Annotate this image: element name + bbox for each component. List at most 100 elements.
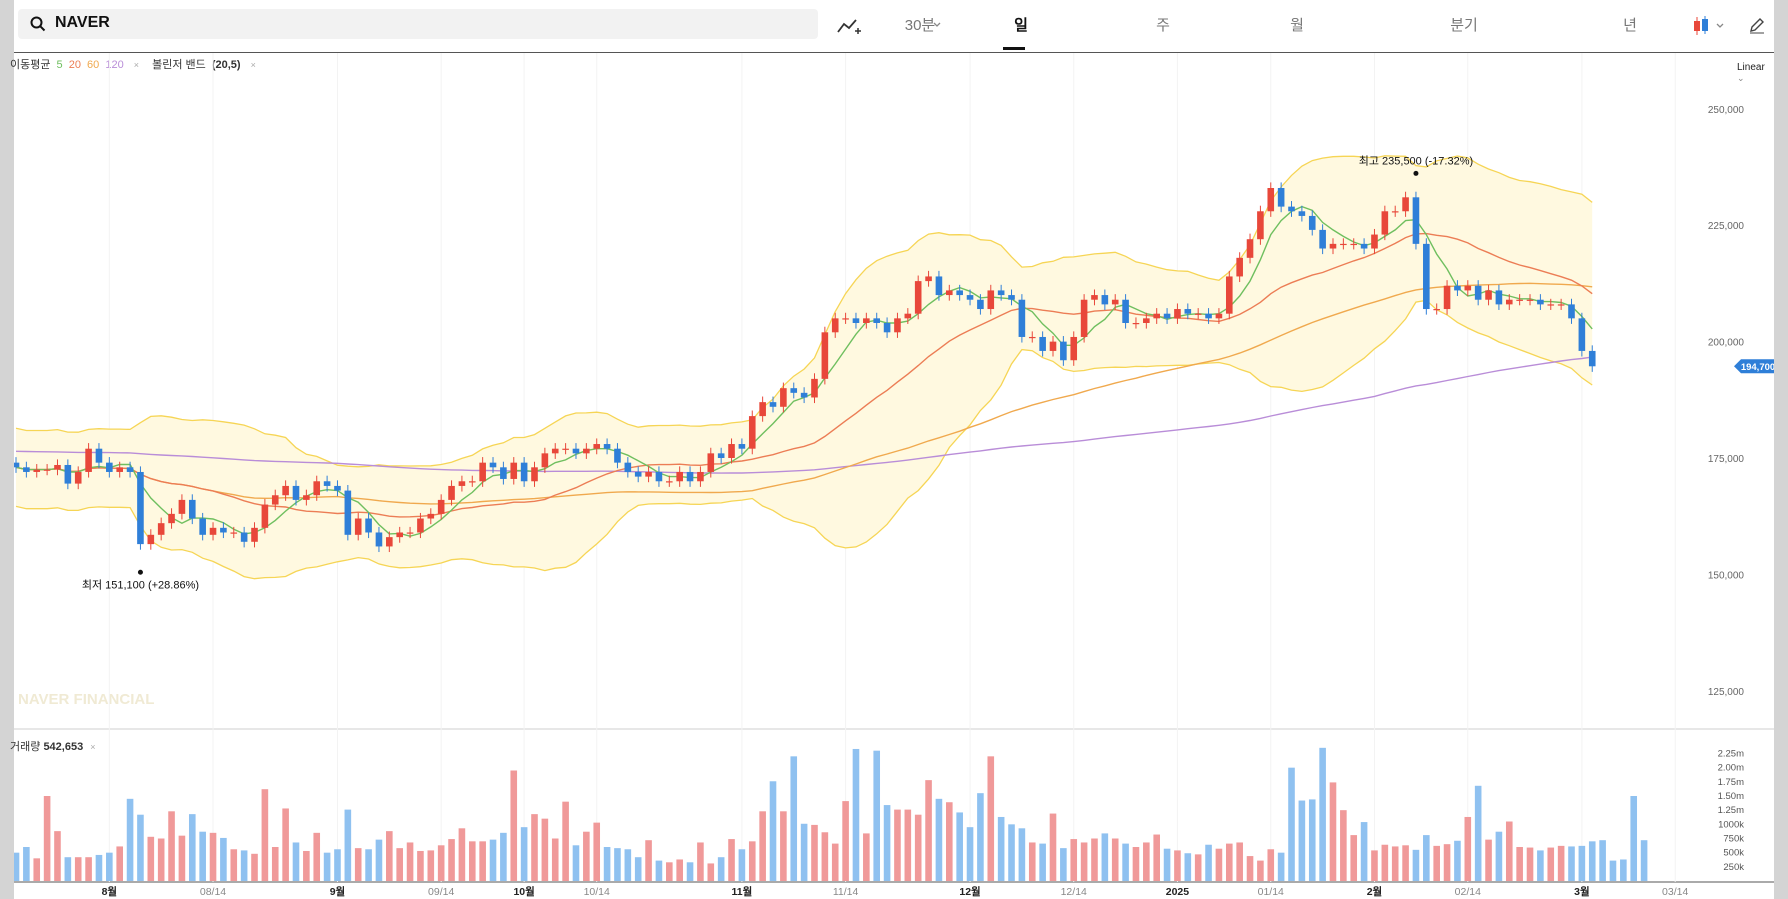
- candle-body[interactable]: [1080, 299, 1088, 337]
- tab-week[interactable]: 주: [1156, 17, 1170, 34]
- volume-bar[interactable]: [686, 862, 694, 881]
- volume-bar[interactable]: [821, 832, 829, 881]
- volume-bar[interactable]: [510, 770, 518, 882]
- volume-bar[interactable]: [593, 822, 601, 881]
- volume-bar[interactable]: [282, 808, 289, 881]
- candle-body[interactable]: [614, 448, 621, 463]
- volume-bar[interactable]: [427, 850, 435, 881]
- candle-body[interactable]: [676, 471, 683, 482]
- candle-body[interactable]: [375, 532, 383, 547]
- candle-body[interactable]: [1174, 309, 1181, 319]
- volume-bar[interactable]: [1298, 800, 1306, 881]
- volume-bar[interactable]: [271, 847, 279, 881]
- candle-body[interactable]: [406, 532, 414, 534]
- candle-body[interactable]: [811, 378, 818, 398]
- volume-bar[interactable]: [354, 848, 362, 881]
- candle-body[interactable]: [800, 392, 808, 398]
- volume-bar[interactable]: [1049, 813, 1057, 881]
- candle-body[interactable]: [157, 523, 165, 535]
- volume-bar[interactable]: [883, 805, 891, 881]
- candle-body[interactable]: [448, 485, 455, 500]
- volume-bar[interactable]: [1132, 847, 1140, 881]
- candle-body[interactable]: [738, 444, 746, 449]
- volume-bar[interactable]: [1225, 843, 1233, 881]
- tab-30min[interactable]: 30분: [904, 17, 936, 34]
- candle-body[interactable]: [541, 453, 549, 468]
- volume-bar[interactable]: [1423, 835, 1430, 881]
- volume-bar[interactable]: [914, 814, 922, 881]
- candle-body[interactable]: [240, 532, 248, 542]
- volume-bar[interactable]: [178, 835, 186, 881]
- candle-body[interactable]: [1246, 239, 1254, 258]
- candle-body[interactable]: [126, 467, 134, 472]
- candle-body[interactable]: [634, 471, 642, 477]
- volume-bar[interactable]: [489, 839, 497, 881]
- volume-bar[interactable]: [126, 798, 134, 881]
- candle-body[interactable]: [1308, 215, 1316, 230]
- volume-bar[interactable]: [23, 847, 30, 881]
- volume-bar[interactable]: [551, 838, 559, 882]
- volume-bar[interactable]: [1443, 844, 1451, 881]
- candle-body[interactable]: [686, 471, 694, 482]
- volume-bar[interactable]: [1329, 782, 1337, 881]
- candle-body[interactable]: [863, 318, 870, 323]
- volume-bar[interactable]: [780, 811, 787, 881]
- volume-bar[interactable]: [800, 823, 808, 881]
- volume-bar[interactable]: [74, 857, 82, 881]
- volume-bar[interactable]: [1505, 821, 1513, 882]
- volume-bar[interactable]: [1205, 844, 1212, 881]
- volume-bar[interactable]: [1018, 828, 1026, 881]
- volume-bar[interactable]: [168, 811, 175, 881]
- volume-bar[interactable]: [1308, 799, 1316, 881]
- candle-body[interactable]: [1495, 290, 1503, 305]
- candle-body[interactable]: [188, 499, 196, 519]
- candle-body[interactable]: [303, 495, 310, 500]
- candle-body[interactable]: [1277, 188, 1285, 207]
- volume-bar[interactable]: [707, 863, 715, 881]
- candle-body[interactable]: [1526, 299, 1534, 301]
- volume-bar[interactable]: [220, 837, 227, 881]
- volume-bar[interactable]: [1620, 859, 1627, 881]
- candle-body[interactable]: [1039, 336, 1046, 351]
- candle-body[interactable]: [33, 469, 41, 472]
- candle-body[interactable]: [1184, 309, 1192, 314]
- volume-bar[interactable]: [634, 857, 642, 881]
- volume-bar[interactable]: [977, 793, 984, 881]
- candle-body[interactable]: [1205, 313, 1212, 319]
- tab-day[interactable]: 일: [1014, 17, 1028, 34]
- volume-bar[interactable]: [1454, 840, 1461, 881]
- candle-body[interactable]: [935, 276, 943, 296]
- candle-body[interactable]: [54, 464, 61, 470]
- candle-body[interactable]: [365, 518, 372, 533]
- volume-bar[interactable]: [157, 838, 165, 882]
- remove-volume-icon[interactable]: ×: [90, 742, 96, 752]
- candle-body[interactable]: [168, 513, 175, 524]
- volume-bar[interactable]: [603, 847, 611, 881]
- volume-bar[interactable]: [1122, 843, 1129, 881]
- pencil-icon[interactable]: [1748, 16, 1766, 34]
- candle-body[interactable]: [780, 388, 787, 407]
- candle-body[interactable]: [717, 453, 725, 458]
- candle-body[interactable]: [1454, 285, 1461, 291]
- candle-body[interactable]: [645, 471, 652, 477]
- volume-bar[interactable]: [458, 828, 466, 881]
- volume-bar[interactable]: [64, 857, 72, 881]
- candle-body[interactable]: [468, 481, 476, 483]
- volume-bar[interactable]: [717, 857, 725, 881]
- volume-bar[interactable]: [1267, 849, 1275, 881]
- candle-body[interactable]: [251, 527, 258, 542]
- candle-body[interactable]: [209, 527, 217, 535]
- volume-bar[interactable]: [1360, 822, 1368, 881]
- candle-body[interactable]: [603, 444, 611, 449]
- candle-body[interactable]: [842, 318, 849, 320]
- remove-ma-icon[interactable]: ×: [133, 60, 140, 70]
- volume-bar[interactable]: [230, 849, 238, 881]
- volume-bar[interactable]: [375, 839, 383, 881]
- candle-body[interactable]: [1225, 276, 1233, 314]
- candle-body[interactable]: [1111, 299, 1119, 305]
- volume-bar[interactable]: [935, 798, 943, 881]
- candle-body[interactable]: [1360, 243, 1368, 249]
- volume-bar[interactable]: [1257, 860, 1264, 881]
- candle-body[interactable]: [489, 462, 497, 468]
- volume-bar[interactable]: [1433, 845, 1440, 881]
